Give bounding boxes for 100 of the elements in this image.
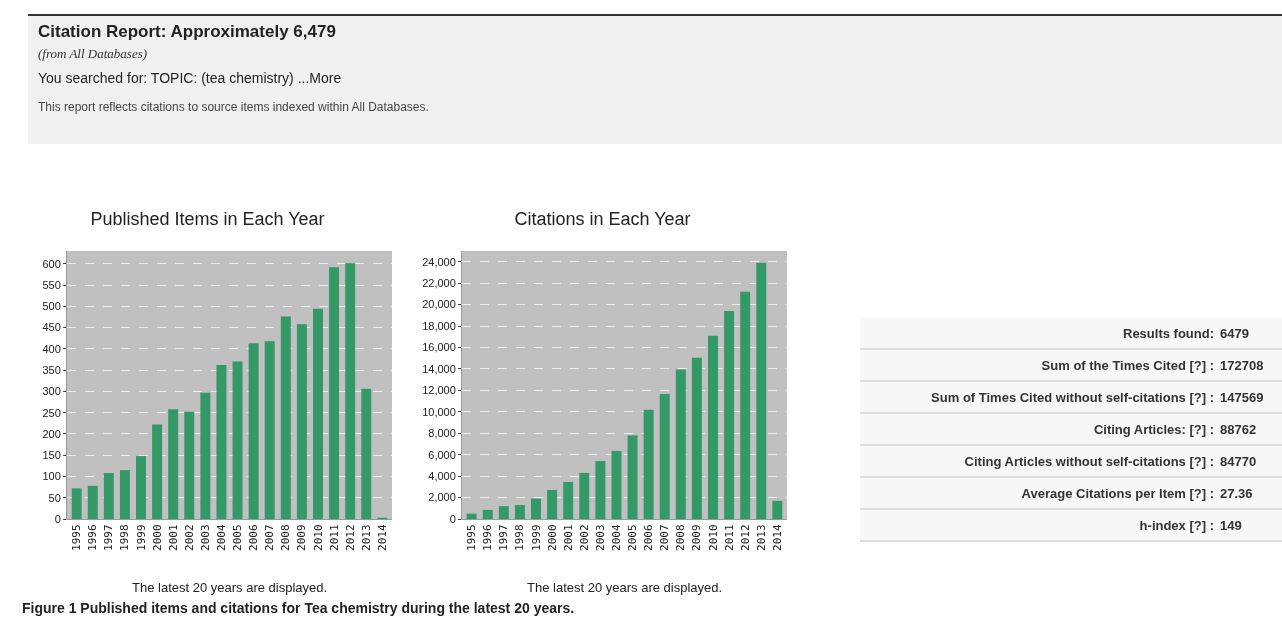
x-tick-label: 2006 — [247, 524, 261, 551]
x-tick-label: 2010 — [706, 524, 720, 551]
bar — [152, 424, 163, 519]
x-tick-label: 2007 — [658, 524, 672, 551]
bar — [184, 411, 195, 519]
x-tick-label: 1998 — [118, 524, 132, 551]
bar — [563, 482, 574, 519]
x-tick-label: 2009 — [690, 524, 704, 551]
x-tick-label: 2014 — [375, 524, 389, 551]
x-tick-label: 2008 — [279, 524, 293, 551]
x-tick-label: 2000 — [545, 524, 559, 551]
x-tick-label: 2004 — [610, 524, 624, 551]
bar — [103, 473, 114, 519]
text: (from All Databases) — [38, 46, 149, 62]
y-tick-label: 500 — [42, 300, 61, 313]
text: Results found: 6479 — [1123, 325, 1250, 341]
text: Sum of the Times Cited [?] : 172708 — [1041, 357, 1265, 373]
x-tick-label: 1997 — [497, 524, 511, 551]
text: This report reflects citations to source items indexed within All Databases. — [38, 100, 430, 114]
x-tick-label: 2008 — [674, 524, 688, 551]
x-tick-label: 2002 — [182, 524, 196, 551]
bar — [595, 461, 606, 519]
x-tick-label: 2013 — [359, 524, 373, 551]
x-tick-label: 2001 — [561, 524, 575, 551]
y-tick-label: 600 — [42, 257, 61, 270]
x-tick-label: 2013 — [754, 524, 768, 551]
bar — [329, 267, 340, 519]
chart-title: Published Items in Each Year — [90, 209, 325, 230]
text: The latest 20 years are displayed. — [527, 580, 723, 595]
y-tick-label: 16,000 — [422, 341, 456, 354]
y-tick-label: 6,000 — [428, 448, 456, 461]
y-tick-label: 2,000 — [428, 491, 456, 504]
bar — [119, 470, 130, 519]
bar — [296, 324, 307, 519]
bar — [675, 369, 686, 519]
bar — [264, 341, 275, 519]
x-tick-label: 2011 — [722, 524, 736, 551]
bar — [313, 308, 323, 519]
x-tick-label: 2005 — [626, 524, 640, 551]
bar — [482, 509, 493, 519]
text: Citing Articles without self-citations [?] : 84770 — [964, 453, 1258, 469]
x-tick-label: 2012 — [343, 524, 357, 551]
y-tick-label: 450 — [42, 321, 61, 334]
bar — [280, 316, 291, 519]
bar — [87, 485, 98, 519]
x-tick-label: 1997 — [102, 524, 116, 551]
x-tick-label: 2006 — [642, 524, 656, 551]
y-tick-label: 18,000 — [422, 319, 456, 332]
bar — [531, 498, 541, 519]
x-tick-label: 2003 — [198, 524, 212, 551]
x-tick-label: 2009 — [295, 524, 309, 551]
y-tick-label: 0 — [54, 512, 61, 525]
bar — [547, 490, 558, 519]
bar — [659, 394, 670, 519]
y-tick-label: 300 — [42, 385, 61, 398]
x-tick-label: 2005 — [231, 524, 245, 551]
y-tick-label: 14,000 — [422, 362, 456, 375]
y-tick-label: 12,000 — [422, 384, 456, 397]
x-tick-label: 2007 — [263, 524, 277, 551]
bar — [466, 513, 477, 519]
bar — [71, 488, 82, 519]
x-tick-label: 2000 — [150, 524, 164, 551]
y-tick-label: 50 — [48, 491, 61, 504]
bar — [216, 365, 227, 519]
x-tick-label: 1995 — [465, 524, 479, 551]
bar — [772, 500, 783, 519]
bar — [724, 311, 735, 519]
chart-title: Citations in Each Year — [514, 209, 691, 230]
bar — [361, 388, 372, 519]
y-tick-label: 8,000 — [428, 427, 456, 440]
bar — [498, 506, 509, 519]
y-tick-label: 20,000 — [422, 298, 456, 311]
text: Sum of Times Cited without self-citations [?] : 147569 — [931, 389, 1265, 405]
y-tick-label: 0 — [449, 512, 456, 525]
x-tick-label: 1999 — [529, 524, 543, 551]
y-tick-label: 100 — [42, 470, 61, 483]
text: You searched for: TOPIC: (tea chemistry) ...More — [38, 70, 343, 86]
x-tick-label: 2003 — [593, 524, 607, 551]
y-tick-label: 150 — [42, 449, 61, 462]
y-tick-label: 400 — [42, 342, 61, 355]
bar — [708, 335, 718, 519]
y-tick-label: 250 — [42, 406, 61, 419]
x-tick-label: 2010 — [311, 524, 325, 551]
x-tick-label: 2014 — [770, 524, 784, 551]
bar — [248, 343, 259, 519]
bar — [200, 392, 211, 519]
x-tick-label: 1998 — [513, 524, 527, 551]
bar — [232, 361, 243, 519]
y-tick-label: 200 — [42, 427, 61, 440]
y-tick-label: 10,000 — [422, 405, 456, 418]
bar — [643, 409, 654, 519]
y-tick-label: 350 — [42, 363, 61, 376]
bar — [611, 450, 622, 519]
bar — [345, 263, 356, 519]
bar — [740, 291, 751, 519]
x-tick-label: 2012 — [738, 524, 752, 551]
y-tick-label: 22,000 — [422, 277, 456, 290]
x-tick-label: 1999 — [134, 524, 148, 551]
text: Citation Report: Approximately 6,479 — [38, 22, 337, 42]
bar — [136, 456, 146, 519]
